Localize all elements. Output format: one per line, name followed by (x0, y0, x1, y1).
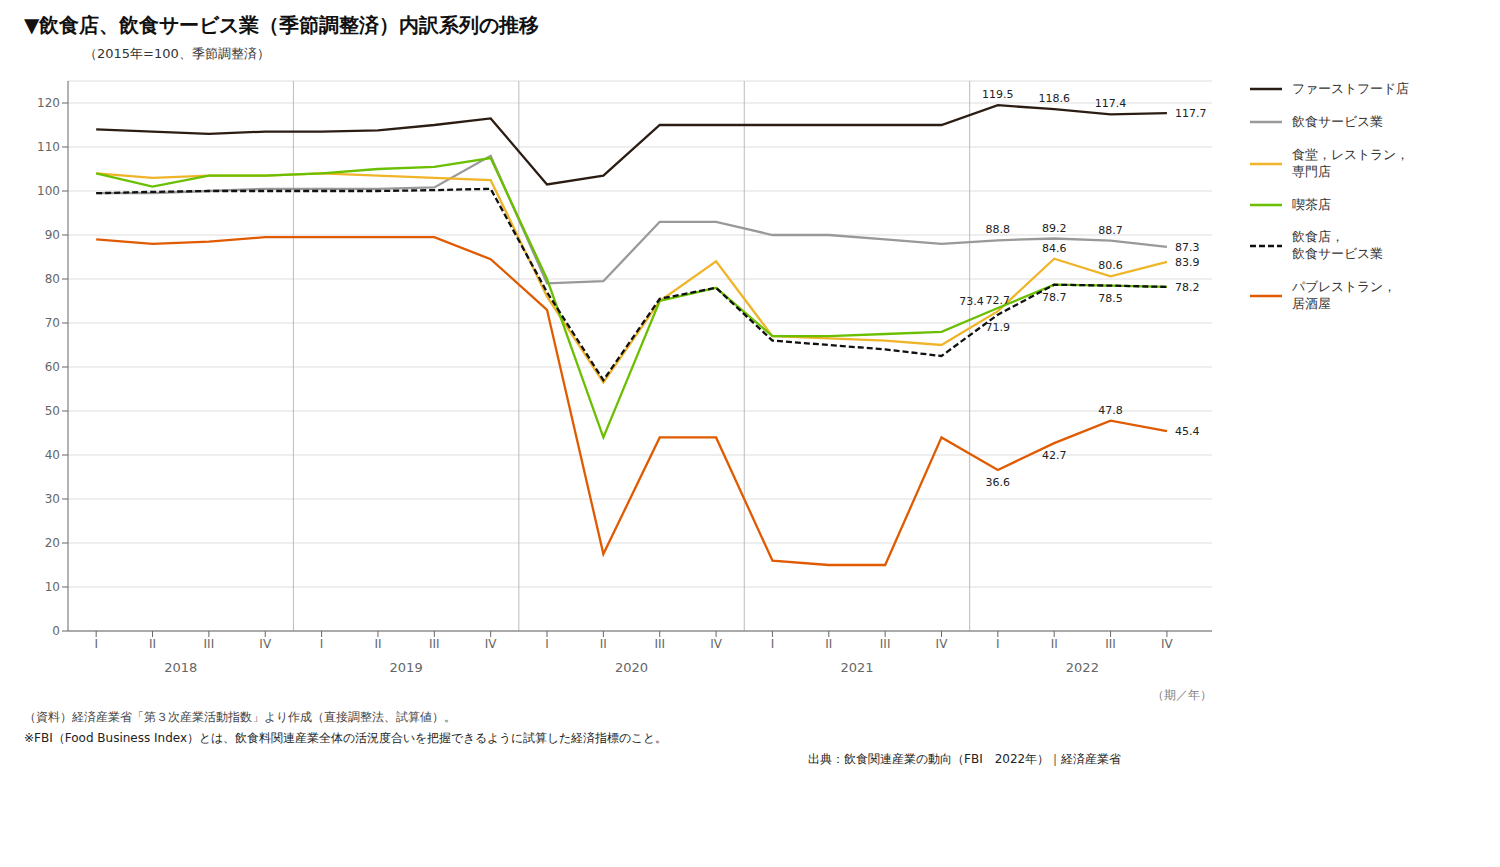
svg-text:83.9: 83.9 (1175, 256, 1200, 269)
svg-text:IV: IV (710, 637, 723, 651)
svg-text:78.5: 78.5 (1098, 292, 1123, 305)
svg-text:2018: 2018 (164, 660, 197, 675)
svg-text:III: III (429, 637, 440, 651)
svg-text:（期／年）: （期／年） (1152, 688, 1212, 702)
html-text:飲食サービス業: 飲食サービス業 (1292, 113, 1383, 129)
html-text:ファーストフード店: ファーストフード店 (1292, 81, 1409, 96)
svg-text:IV: IV (1161, 637, 1174, 651)
svg-text:III: III (204, 637, 215, 651)
svg-text:80.6: 80.6 (1098, 259, 1123, 272)
svg-text:2020: 2020 (615, 660, 648, 675)
svg-text:II: II (825, 637, 832, 651)
svg-text:84.6: 84.6 (1042, 242, 1067, 255)
svg-text:I: I (996, 637, 1000, 651)
svg-text:I: I (771, 637, 775, 651)
svg-text:88.8: 88.8 (986, 223, 1011, 236)
svg-text:100: 100 (37, 184, 60, 198)
svg-text:II: II (600, 637, 607, 651)
html-text:（資料）経済産業省「第３次産業活動指数」より作成（直接調整法: （資料）経済産業省「第３次産業活動指数」より作成（直接調整法、試算値）。 (24, 710, 456, 724)
svg-text:III: III (880, 637, 891, 651)
svg-text:I: I (545, 637, 549, 651)
html-text:パブレストラン， 居酒屋: パブレストラン， 居酒屋 (1292, 279, 1396, 312)
svg-text:II: II (1051, 637, 1058, 651)
svg-text:118.6: 118.6 (1038, 92, 1070, 105)
html-text:飲食店， 飲食サービス業: 飲食店， 飲食サービス業 (1292, 229, 1383, 262)
svg-text:50: 50 (45, 404, 60, 418)
html-text:※FBI（Food Business Index）とは、飲食: ※FBI（Food Business Index）とは、飲食料関連産業全体の活況… (24, 731, 668, 745)
svg-text:II: II (374, 637, 381, 651)
svg-text:42.7: 42.7 (1042, 449, 1067, 462)
svg-text:72.7: 72.7 (986, 294, 1011, 307)
html-text:（2015年=100、季節調整済）: （2015年=100、季節調整済） (84, 46, 270, 61)
svg-text:40: 40 (45, 448, 60, 462)
html-text:▼飲食店、飲食サービス業（季節調整済）内訳系列の推移: ▼飲食店、飲食サービス業（季節調整済）内訳系列の推移 (24, 13, 540, 37)
svg-text:47.8: 47.8 (1098, 404, 1123, 417)
svg-text:88.7: 88.7 (1098, 224, 1123, 237)
html-text:喫茶店: 喫茶店 (1292, 196, 1331, 212)
svg-text:45.4: 45.4 (1175, 425, 1200, 438)
svg-text:2022: 2022 (1066, 660, 1099, 675)
svg-text:36.6: 36.6 (986, 476, 1011, 489)
svg-text:71.9: 71.9 (986, 321, 1011, 334)
svg-text:IV: IV (259, 637, 272, 651)
svg-text:120: 120 (37, 96, 60, 110)
svg-text:20: 20 (45, 536, 60, 550)
svg-text:I: I (94, 637, 98, 651)
html-text:食堂，レストラン， 専門店: 食堂，レストラン， 専門店 (1292, 146, 1409, 179)
svg-text:117.4: 117.4 (1095, 97, 1127, 110)
svg-text:I: I (320, 637, 324, 651)
svg-text:II: II (149, 637, 156, 651)
svg-text:IV: IV (936, 637, 949, 651)
svg-text:60: 60 (45, 360, 60, 374)
html-text:出典：飲食関連産業の動向（FBI 2022年）｜経済産業省: 出典：飲食関連産業の動向（FBI 2022年）｜経済産業省 (808, 752, 1122, 766)
svg-text:89.2: 89.2 (1042, 222, 1067, 235)
svg-text:10: 10 (45, 580, 60, 594)
svg-text:III: III (1105, 637, 1116, 651)
svg-text:117.7: 117.7 (1175, 107, 1207, 120)
svg-text:78.7: 78.7 (1042, 291, 1067, 304)
svg-text:78.2: 78.2 (1175, 281, 1200, 294)
svg-text:IV: IV (485, 637, 498, 651)
svg-text:110: 110 (37, 140, 60, 154)
svg-text:90: 90 (45, 228, 60, 242)
svg-text:87.3: 87.3 (1175, 241, 1200, 254)
svg-text:73.4: 73.4 (959, 295, 984, 308)
svg-text:III: III (654, 637, 665, 651)
svg-text:119.5: 119.5 (982, 88, 1014, 101)
svg-text:80: 80 (45, 272, 60, 286)
svg-text:2019: 2019 (390, 660, 423, 675)
svg-text:0: 0 (52, 624, 60, 638)
svg-text:30: 30 (45, 492, 60, 506)
svg-text:70: 70 (45, 316, 60, 330)
svg-text:2021: 2021 (840, 660, 873, 675)
